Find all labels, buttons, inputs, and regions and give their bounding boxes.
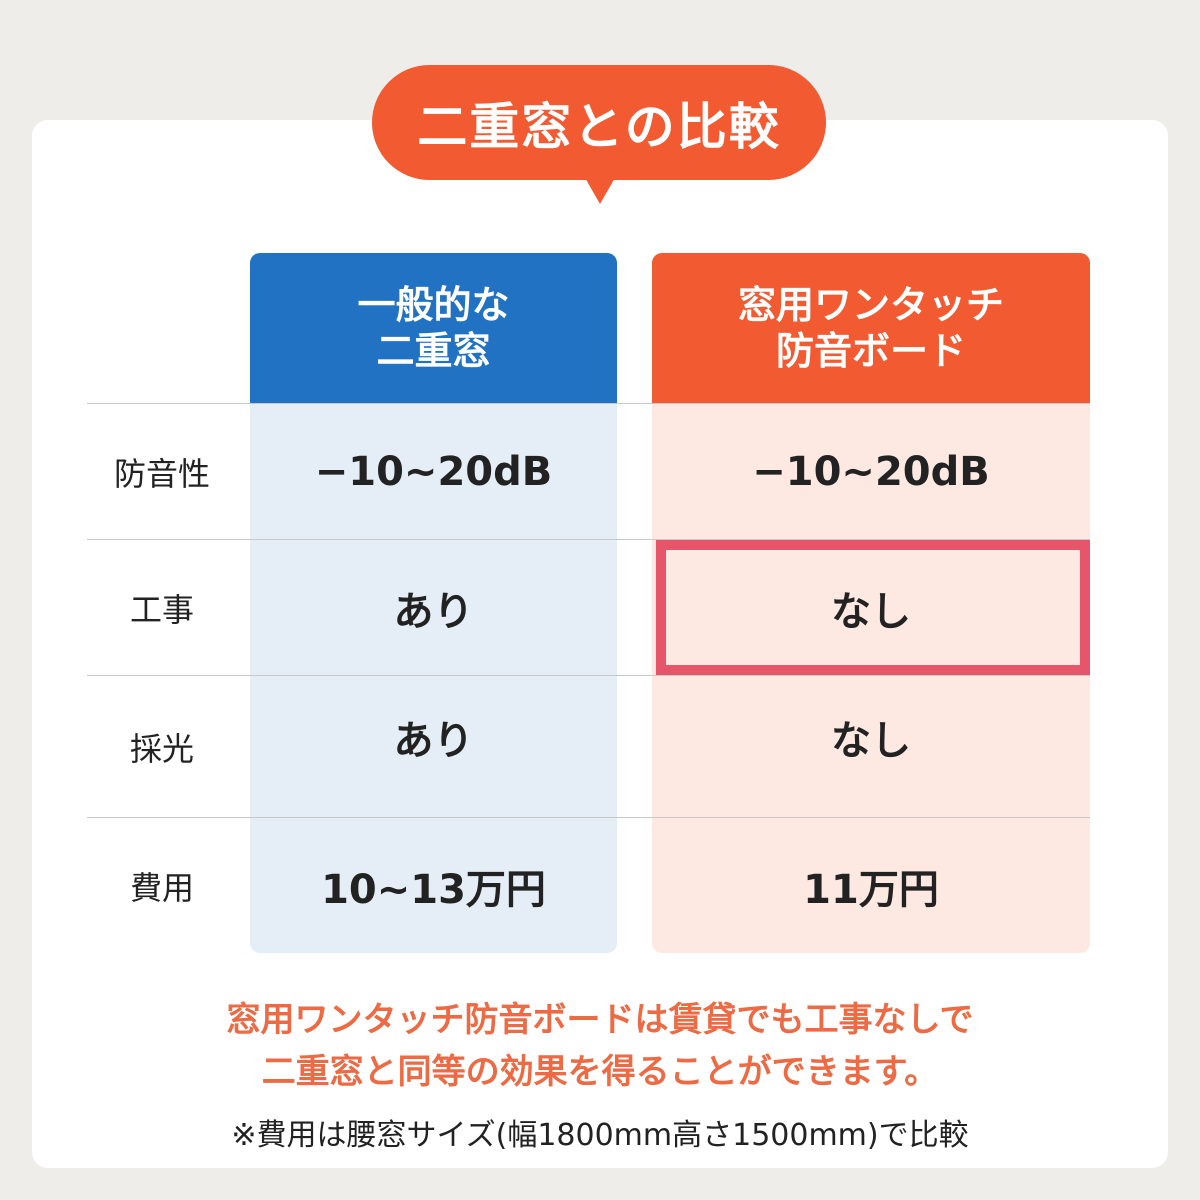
cell: あり <box>393 717 474 764</box>
title: 二重窓との比較 <box>417 97 781 156</box>
cell: −10~20dB <box>314 448 553 495</box>
row-label: 費用 <box>129 869 194 907</box>
cell: なし <box>831 717 911 764</box>
row-divider <box>87 403 1090 404</box>
row-label: 工事 <box>129 590 194 629</box>
column-soundproof-board: 窓用ワンタッチ 防音ボード <box>652 253 1090 953</box>
title-badge: 二重窓との比較 <box>372 65 826 180</box>
title-badge-pointer <box>584 176 616 204</box>
header-line: 二重窓 <box>376 329 491 373</box>
note-line: 窓用ワンタッチ防音ボードは賃貸でも工事なしで <box>226 1000 974 1040</box>
cell: 10~13万円 <box>321 867 546 913</box>
row-label: 防音性 <box>113 454 210 493</box>
row-divider <box>87 817 1090 818</box>
highlight-box <box>656 540 1090 675</box>
column-header-soundproof-board: 窓用ワンタッチ 防音ボード <box>652 253 1090 403</box>
header-line: 窓用ワンタッチ <box>737 283 1004 327</box>
cell: −10~20dB <box>752 448 990 495</box>
row-label: 採光 <box>129 729 194 768</box>
row-divider <box>87 675 1090 676</box>
cell: あり <box>393 588 474 635</box>
footnote: ※費用は腰窓サイズ(幅1800mm高さ1500mm)で比較 <box>231 1118 969 1153</box>
column-header-double-window: 一般的な 二重窓 <box>250 253 617 403</box>
cell: 11万円 <box>803 867 939 913</box>
column-double-window: 一般的な 二重窓 <box>250 253 617 953</box>
cell: なし <box>831 588 911 635</box>
header-line: 一般的な <box>357 283 510 327</box>
note-line: 二重窓と同等の効果を得ることができます。 <box>261 1052 939 1092</box>
header-line: 防音ボード <box>775 329 966 373</box>
row-divider <box>87 539 1090 540</box>
